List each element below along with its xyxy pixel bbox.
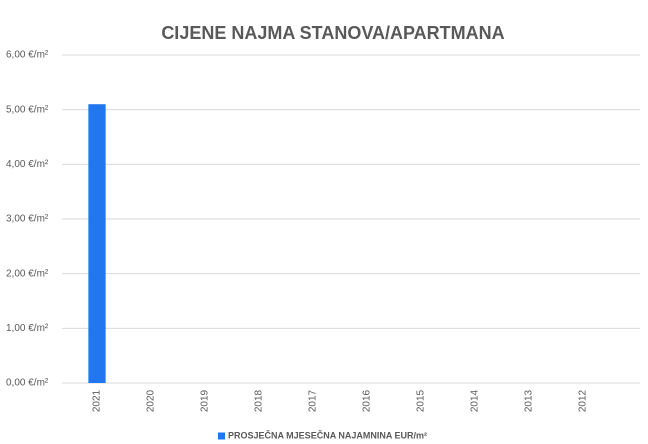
x-tick-label: 2020 <box>146 389 157 412</box>
x-tick-label: 2017 <box>308 389 319 412</box>
y-tick-label: 3,00 €/m² <box>6 214 49 225</box>
y-tick-label: 4,00 €/m² <box>6 159 49 170</box>
y-tick-label: 0,00 €/m² <box>6 378 49 389</box>
x-tick-label: 2015 <box>416 389 427 412</box>
x-tick-label: 2012 <box>578 389 589 412</box>
y-tick-label: 5,00 €/m² <box>6 104 49 115</box>
x-tick-label: 2018 <box>254 389 265 412</box>
x-tick-label: 2013 <box>524 389 535 412</box>
x-tick-label: 2016 <box>362 389 373 412</box>
bar <box>88 104 106 383</box>
x-tick-label: 2014 <box>470 389 481 412</box>
legend-label: PROSJEČNA MJESEČNA NAJAMNINA EUR/m² <box>228 429 427 440</box>
chart-title: CIJENE NAJMA STANOVA/APARTMANA <box>161 23 504 43</box>
legend-swatch <box>218 432 225 440</box>
y-tick-label: 6,00 €/m² <box>6 50 49 61</box>
x-tick-label: 2021 <box>92 389 103 412</box>
y-tick-label: 2,00 €/m² <box>6 268 49 279</box>
x-tick-label: 2019 <box>200 389 211 412</box>
y-tick-label: 1,00 €/m² <box>6 323 49 334</box>
